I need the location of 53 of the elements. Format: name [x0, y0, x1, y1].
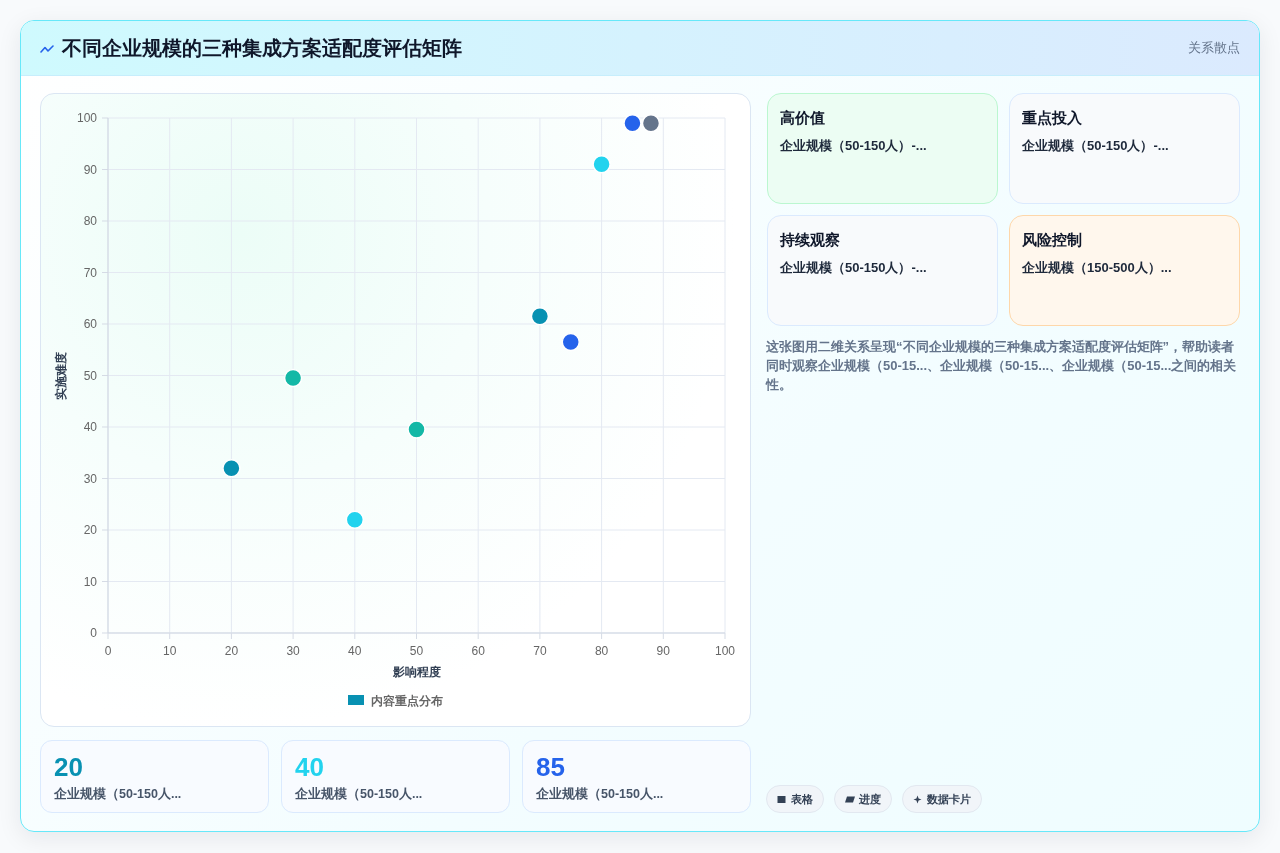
x-tick-label: 50 — [409, 644, 424, 658]
y-tick-label: 100 — [76, 111, 98, 125]
text: 企业规模（50-150人）-... — [780, 259, 927, 276]
point — [222, 458, 241, 478]
category-label: 企业规模（50-150人... — [536, 786, 664, 802]
text: 企业规模（50-150人）-... — [780, 137, 927, 154]
text: 企业规模（150-500人）... — [1022, 259, 1172, 276]
data-label: 40 — [295, 752, 324, 782]
x-tick-label: 60 — [471, 644, 486, 658]
text: 风险控制 — [1022, 230, 1082, 250]
text: 高价值 — [780, 108, 825, 128]
y-tick-label: 90 — [83, 162, 98, 177]
y-tick-label: 0 — [90, 626, 98, 640]
x-tick-label: 100 — [714, 644, 736, 658]
y-tick-label: 70 — [83, 265, 98, 280]
x-axis-title: 影响程度 — [391, 665, 441, 679]
text: 关系散点 — [1188, 40, 1240, 56]
point — [283, 368, 303, 388]
point — [641, 113, 661, 133]
point — [407, 420, 426, 439]
x-tick-label: 70 — [533, 644, 547, 658]
data-label: 85 — [536, 752, 565, 782]
point — [530, 307, 550, 326]
point — [561, 332, 580, 352]
category-label: 企业规模（50-150人... — [295, 786, 423, 802]
text: 持续观察 — [780, 230, 840, 250]
point — [592, 155, 611, 174]
legend-label: 内容重点分布 — [371, 693, 443, 708]
text: 进度 — [859, 791, 881, 807]
x-tick-label: 10 — [163, 644, 177, 658]
y-tick-label: 10 — [83, 574, 98, 589]
x-tick-label: 40 — [348, 644, 362, 658]
text: 数据卡片 — [927, 791, 971, 807]
x-tick-label: 20 — [224, 644, 239, 658]
text: 重点投入 — [1022, 108, 1082, 128]
y-tick-label: 60 — [83, 317, 98, 331]
y-axis-title: 实施难度 — [54, 351, 68, 400]
point — [345, 510, 365, 529]
y-tick-label: 40 — [83, 420, 98, 434]
category-label: 企业规模（50-150人... — [54, 786, 182, 802]
y-tick-label: 80 — [83, 214, 98, 228]
point — [623, 113, 642, 133]
y-tick-label: 30 — [83, 471, 98, 486]
y-tick-label: 20 — [83, 523, 98, 537]
x-tick-label: 30 — [286, 644, 301, 658]
x-tick-label: 0 — [104, 644, 112, 658]
y-tick-label: 50 — [83, 368, 98, 383]
x-tick-label: 90 — [656, 644, 671, 658]
x-tick-label: 80 — [594, 644, 609, 658]
chart-title: 不同企业规模的三种集成方案适配度评估矩阵 — [62, 36, 462, 61]
text: 表格 — [791, 791, 813, 807]
text: 企业规模（50-150人）-... — [1022, 137, 1169, 154]
text: 这张图用二维关系呈现“不同企业规模的三种集成方案适配度评估矩阵”，帮助读者同时观察企业规模（50-15...、企业规模（50-15...、企业规模（50-15...之间的相关性。 — [766, 338, 1238, 394]
